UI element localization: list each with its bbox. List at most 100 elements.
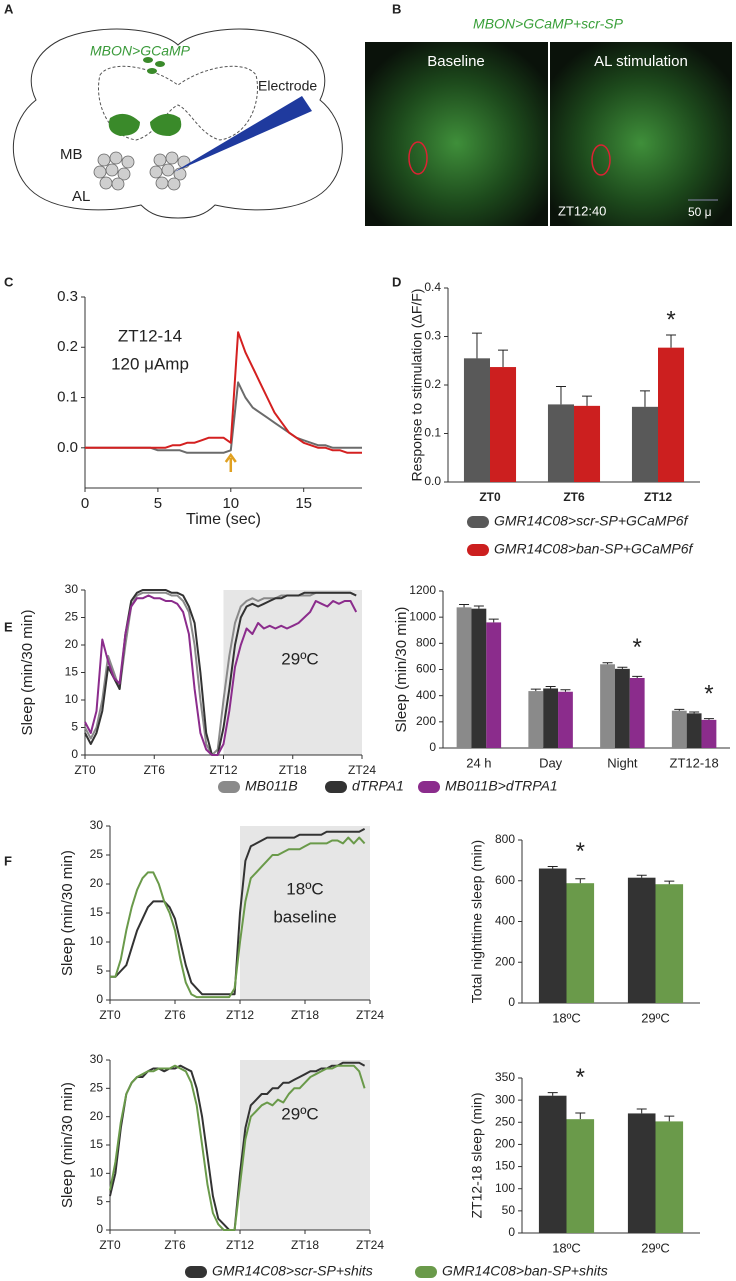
y-tick-label: 25 <box>90 847 104 861</box>
y-tick-label: 0.3 <box>57 288 78 305</box>
error-bar <box>575 878 586 884</box>
x-tick-label: ZT6 <box>144 763 166 777</box>
mbon-cell <box>155 61 165 67</box>
y-tick-label: 200 <box>495 1137 515 1151</box>
micrograph-title: MBON>GCaMP+scr-SP <box>473 16 624 32</box>
x-tick-label: Day <box>539 755 563 770</box>
legend-label: GMR14C08>ban-SP+shits <box>442 1263 608 1279</box>
legend-label: GMR14C08>scr-SP+GCaMP6f <box>494 513 690 529</box>
x-tick-label: ZT12-18 <box>670 755 719 770</box>
legend-swatch <box>218 781 240 793</box>
bar <box>538 1095 567 1233</box>
error-bar <box>664 880 675 885</box>
panel-label: C <box>4 274 14 289</box>
x-tick-label: ZT24 <box>356 1008 384 1022</box>
y-tick-label: 30 <box>90 1052 104 1066</box>
y-tick-label: 5 <box>71 720 78 734</box>
bar <box>701 719 717 748</box>
y-axis-label: Response to stimulation (ΔF/F) <box>409 289 425 482</box>
bar <box>629 678 645 748</box>
y-tick-label: 400 <box>495 914 515 928</box>
y-axis-label: ZT12-18 sleep (min) <box>469 1092 485 1218</box>
x-tick-label: 18ºC <box>552 1010 581 1025</box>
bar <box>614 668 630 748</box>
shaded-region <box>240 826 370 1000</box>
mb-lobe <box>108 113 140 136</box>
y-tick-label: 10 <box>90 934 104 948</box>
error-bar <box>689 711 700 714</box>
error-bar <box>547 865 558 869</box>
error-bar <box>617 666 628 669</box>
error-bar <box>664 1115 675 1122</box>
legend-swatch <box>325 781 347 793</box>
line-series <box>84 594 358 756</box>
error-bar <box>560 689 571 692</box>
y-tick-label: 15 <box>90 905 104 919</box>
x-tick-label: ZT12 <box>209 763 237 777</box>
x-tick-label: Night <box>607 755 638 770</box>
y-tick-label: 350 <box>495 1070 515 1084</box>
y-tick-label: 200 <box>416 714 436 728</box>
bar <box>566 1119 595 1233</box>
x-tick-label: ZT18 <box>291 1008 319 1022</box>
error-bar <box>582 395 593 406</box>
line-series <box>110 836 366 999</box>
significance: * <box>576 838 585 865</box>
x-tick-label: ZT12 <box>644 490 672 504</box>
x-tick-label: 29ºC <box>641 1010 670 1025</box>
error-bar <box>636 874 647 878</box>
bar <box>658 347 685 482</box>
bar <box>686 713 702 748</box>
electrode-label: Electrode <box>258 78 317 94</box>
legend-swatch <box>185 1266 207 1278</box>
y-tick-label: 50 <box>502 1203 516 1217</box>
y-tick-label: 1000 <box>409 609 436 623</box>
x-tick-label: 18ºC <box>552 1240 581 1255</box>
line-series <box>109 1064 366 1231</box>
panel-label: F <box>4 853 12 868</box>
y-axis-label: Sleep (min/30 min) <box>19 610 36 736</box>
brain-diagram: MBON>GCaMP Electrode MB AL <box>12 28 343 219</box>
mb-label: MB <box>60 146 83 163</box>
bar <box>543 688 559 748</box>
error-bar <box>488 618 499 623</box>
bar <box>486 622 502 748</box>
image-label: AL stimulation <box>594 53 688 70</box>
bar <box>471 608 487 748</box>
y-axis-label: Sleep (min/30 min) <box>393 607 410 733</box>
legend-swatch <box>415 1266 437 1278</box>
y-tick-label: 800 <box>416 636 436 650</box>
y-tick-label: 0 <box>508 995 515 1009</box>
panel-label: D <box>392 274 401 289</box>
y-tick-label: 0 <box>508 1225 515 1239</box>
y-axis-label: Sleep (min/30 min) <box>59 1082 76 1208</box>
bar <box>600 664 615 748</box>
bar <box>574 405 601 482</box>
error-bar <box>498 349 509 368</box>
panel-label: A <box>4 1 14 16</box>
y-tick-label: 20 <box>90 1109 104 1123</box>
y-tick-label: 0.2 <box>57 338 78 355</box>
y-tick-label: 200 <box>495 954 515 968</box>
y-tick-label: 0.3 <box>424 329 441 343</box>
roi <box>591 144 611 176</box>
error-bar <box>639 390 650 407</box>
bar <box>490 367 517 482</box>
y-tick-label: 25 <box>90 1081 104 1095</box>
error-bar <box>703 718 714 720</box>
error-bar <box>666 334 677 348</box>
y-tick-label: 0.1 <box>57 388 78 405</box>
mbon-cell <box>143 57 153 63</box>
x-tick-label: ZT24 <box>356 1238 384 1252</box>
bar <box>566 883 595 1003</box>
y-tick-label: 0.1 <box>424 426 441 440</box>
y-tick-label: 0 <box>96 1222 103 1236</box>
legend-label: MB011B <box>245 778 298 794</box>
legend-label: dTRPA1 <box>352 778 404 794</box>
time-label: ZT12:40 <box>558 203 606 218</box>
annotation: 29ºC <box>281 649 318 668</box>
y-tick-label: 25 <box>65 610 79 624</box>
y-tick-label: 300 <box>495 1092 515 1106</box>
y-tick-label: 0.0 <box>57 439 78 456</box>
significance: * <box>666 306 675 333</box>
